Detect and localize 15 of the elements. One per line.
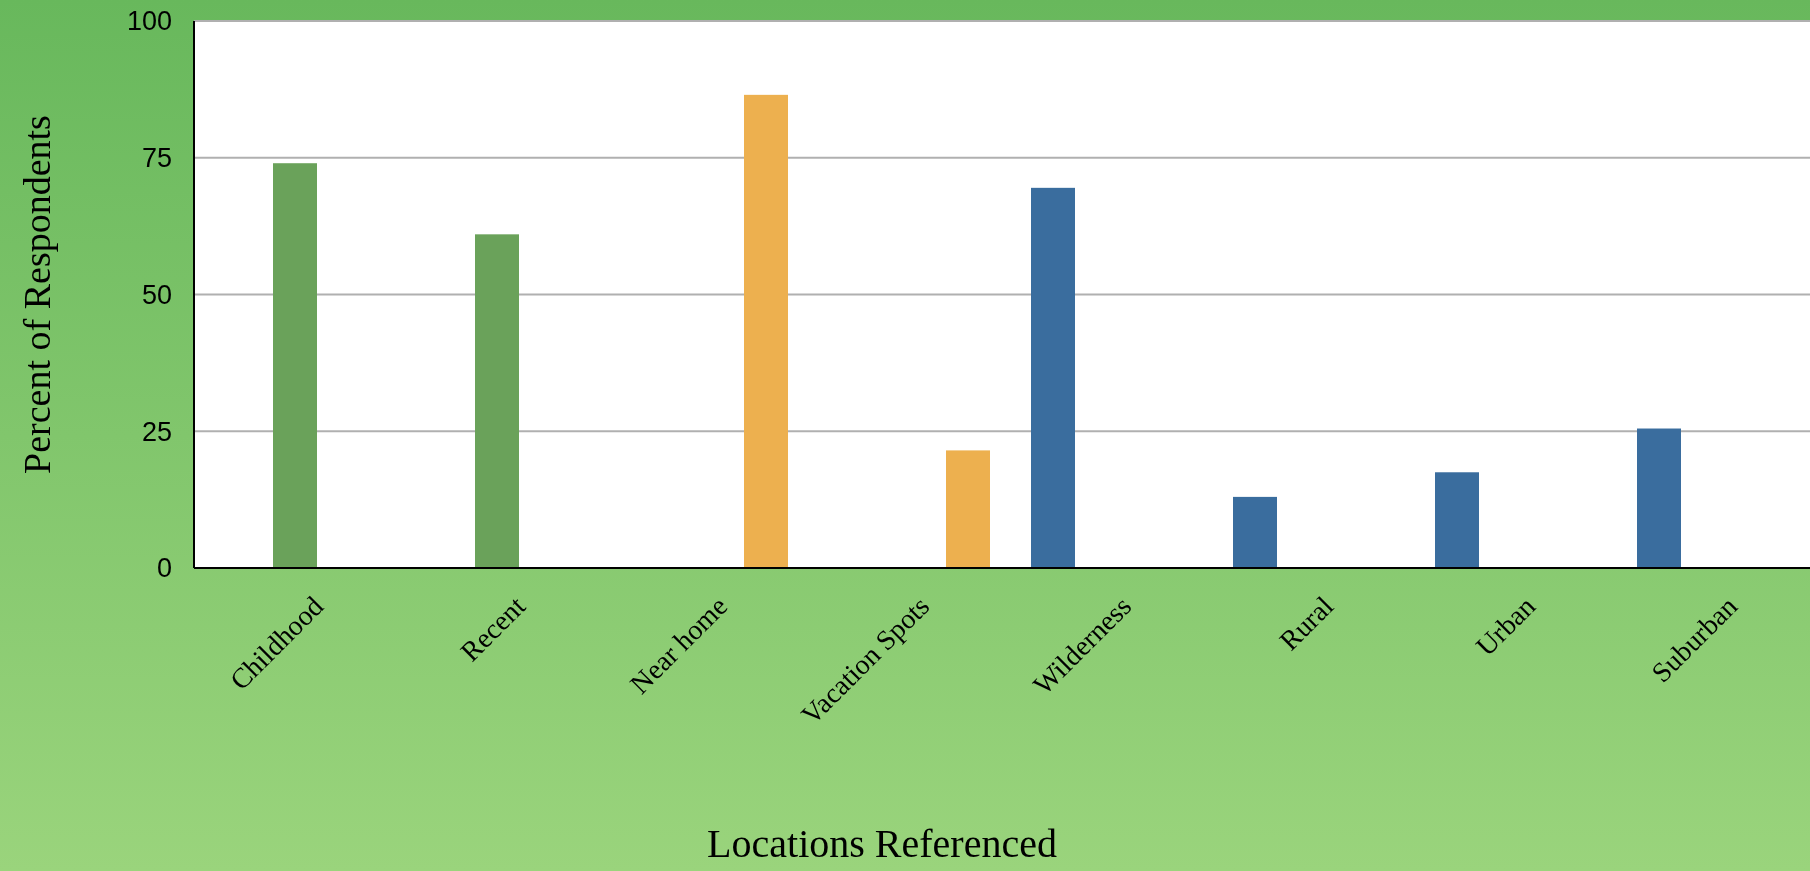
bar [1233, 496, 1277, 568]
y-tick-label: 100 [126, 6, 172, 37]
bar [475, 234, 519, 568]
y-tick-label: 25 [141, 416, 172, 447]
bar [1637, 428, 1681, 568]
bar [1031, 187, 1075, 568]
bar [1435, 472, 1479, 568]
x-axis-title: Locations Referenced [707, 821, 1057, 866]
bar [744, 94, 788, 568]
y-tick-label: 0 [156, 553, 172, 584]
bar [273, 163, 317, 568]
y-axis-title: Percent of Respondents [16, 115, 58, 474]
bar [946, 450, 990, 568]
y-tick-label: 75 [141, 143, 172, 174]
y-tick-label: 50 [141, 279, 172, 310]
